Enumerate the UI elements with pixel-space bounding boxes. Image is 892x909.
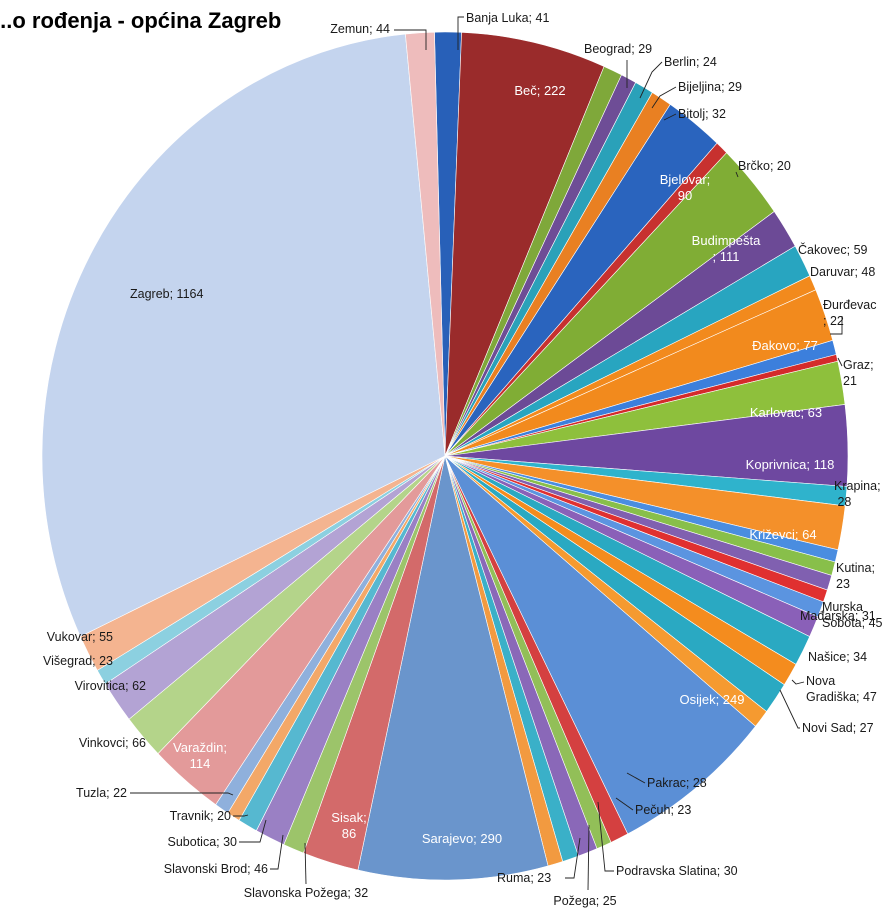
data-label-bitolj: Bitolj; 32	[678, 107, 726, 121]
data-label-pozega: Požega; 25	[553, 894, 616, 908]
data-label-nova-gradiska: Nova Gradiška; 47	[806, 674, 877, 704]
leader-line-berlin	[639, 61, 663, 99]
leader-line-novi-sad	[779, 689, 800, 729]
data-label-krapina: Krapina; 28	[834, 479, 881, 509]
leader-line-banja-luka	[457, 16, 464, 50]
leader-line-pozega	[587, 824, 590, 891]
data-label-slavonska-pozega: Slavonska Požega; 32	[244, 886, 368, 900]
data-label-ruma: Ruma; 23	[497, 871, 551, 885]
leader-line-podravska-slatina	[597, 801, 614, 872]
slice-zemun	[405, 31, 446, 457]
leader-line-pakrac	[626, 772, 646, 784]
leader-line-tuzla	[130, 792, 234, 796]
leader-line-pecuh	[615, 797, 634, 811]
leader-line-subotica	[239, 819, 267, 843]
leader-line-graz	[837, 357, 843, 367]
leader-line-brcko	[735, 171, 739, 178]
slice-bec	[444, 32, 605, 457]
data-label-berlin: Berlin; 24	[664, 55, 717, 69]
data-label-nasice: Našice; 34	[808, 650, 867, 664]
leader-line-durdevac	[830, 316, 843, 335]
data-label-travnik: Travnik; 20	[170, 809, 231, 823]
data-label-krizevci: Križevci; 64	[749, 527, 816, 542]
data-label-bec: Beč; 222	[514, 83, 565, 98]
leader-line-bitolj	[663, 113, 677, 121]
data-label-bijeljina: Bijeljina; 29	[678, 80, 742, 94]
data-label-durdevac: Đurđevac; 22	[823, 298, 877, 328]
data-label-sisak: Sisak; 86	[331, 810, 366, 841]
data-label-osijek: Osijek; 249	[679, 692, 744, 707]
data-label-tuzla: Tuzla; 22	[76, 786, 127, 800]
data-label-varazdin: Varaždin; 114	[173, 740, 227, 771]
leader-line-bijeljina	[651, 86, 677, 109]
data-label-madarska: Mađarska; 31	[800, 609, 876, 623]
leader-line-nova-gradiska	[791, 679, 805, 685]
data-label-bjelovar: Bjelovar; 90	[660, 172, 711, 203]
data-label-zemun: Zemun; 44	[330, 22, 390, 36]
pie-labels: Banja Luka; 41 Beč; 222 Beograd; 29 Berlin;…	[43, 11, 882, 908]
leader-line-slavonski-brod	[270, 834, 284, 870]
data-label-karlovac: Karlovac; 63	[750, 405, 822, 420]
data-label-novi-sad: Novi Sad; 27	[802, 721, 874, 735]
data-label-pakrac: Pakrac; 28	[647, 776, 707, 790]
pie-slices	[41, 31, 849, 881]
leader-lines	[130, 16, 843, 891]
slice-osijek	[444, 455, 756, 835]
leader-line-slavonska-pozega	[304, 842, 307, 885]
leader-line-zemun	[394, 29, 427, 50]
data-label-slavonski-brod: Slavonski Brod; 46	[164, 862, 268, 876]
data-label-banja-luka: Banja Luka; 41	[466, 11, 549, 25]
data-label-zagreb: Zagreb; 1164	[130, 287, 203, 301]
data-label-vinkovci: Vinkovci; 66	[79, 736, 146, 750]
data-label-visegrad: Višegrad; 23	[43, 654, 113, 668]
data-label-sarajevo: Sarajevo; 290	[422, 831, 502, 846]
data-label-kutina: Kutina; 23	[836, 561, 875, 591]
data-label-virovitica: Virovitica; 62	[75, 679, 146, 693]
data-label-pecuh: Pečuh; 23	[635, 803, 691, 817]
data-label-budimpesta: Budimpešta; 111	[692, 233, 761, 264]
leader-line-ruma	[565, 837, 581, 879]
data-label-graz: Graz; 21	[843, 358, 874, 388]
data-label-brcko: Brčko; 20	[738, 159, 791, 173]
chart-title: ...o rođenja - općina Zagreb	[0, 8, 282, 33]
data-label-cakovec: Čakovec; 59	[798, 242, 868, 257]
data-label-beograd: Beograd; 29	[584, 42, 652, 56]
data-label-koprivnica: Koprivnica; 118	[746, 457, 835, 472]
data-label-murska-sobota: Murska Sobota; 45	[822, 600, 883, 630]
data-label-daruvar: Daruvar; 48	[810, 265, 875, 279]
leader-line-travnik	[233, 814, 249, 817]
data-label-vukovar: Vukovar; 55	[47, 630, 113, 644]
slice-zagreb	[41, 33, 446, 637]
data-label-subotica: Subotica; 30	[168, 835, 238, 849]
data-label-dakovo: Đakovo; 77	[752, 338, 818, 353]
data-label-podravska-slatina: Podravska Slatina; 30	[616, 864, 738, 878]
slice-sarajevo	[357, 455, 549, 881]
